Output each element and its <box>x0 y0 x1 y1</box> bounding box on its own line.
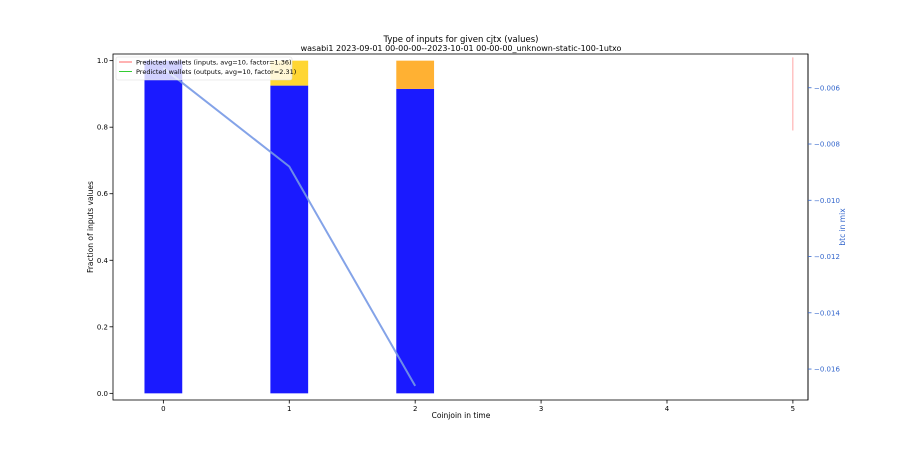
y2-tick-label-1: −0.008 <box>814 141 840 149</box>
y-tick-label-5: 1.0 <box>97 57 108 65</box>
bar-2-segment-1 <box>396 60 435 89</box>
legend-label-1: Predicted wallets (outputs, avg=10, fact… <box>136 68 296 76</box>
y2-tick-label-0: −0.006 <box>814 84 840 92</box>
y-tick-label-3: 0.6 <box>97 190 109 198</box>
y2-tick-label-3: −0.012 <box>814 253 840 261</box>
y2-tick-label-2: −0.010 <box>814 197 840 205</box>
x-tick-label-0: 0 <box>161 405 165 413</box>
y-axis-label: Fraction of inputs values <box>86 181 95 273</box>
btc-in-mix-line <box>162 67 417 387</box>
x-tick-label-2: 2 <box>413 405 417 413</box>
legend-label-0: Predicted wallets (inputs, avg=10, facto… <box>136 59 292 67</box>
chart-subtitle: wasabi1 2023-09-01 00-00-00--2023-10-01 … <box>301 44 622 53</box>
plot-frame <box>112 53 809 401</box>
x-tick-label-5: 5 <box>791 405 795 413</box>
line-layer <box>162 67 417 387</box>
y-tick-label-2: 0.4 <box>97 257 109 265</box>
y2-tick-label-4: −0.014 <box>814 309 840 317</box>
bars-layer <box>144 60 435 394</box>
y2-axis-label: btc in mix <box>838 208 847 246</box>
y2-tick-label-5: −0.016 <box>814 366 840 374</box>
chart-title: Type of inputs for given cjtx (values) <box>383 35 539 45</box>
y-tick-label-0: 0.0 <box>97 390 108 398</box>
y-tick-label-4: 0.8 <box>97 124 108 132</box>
y-axis: 0.0 0.2 0.4 0.6 0.8 1.0 <box>97 57 113 398</box>
x-axis-label: Coinjoin in time <box>432 411 491 420</box>
x-tick-label-1: 1 <box>287 405 291 413</box>
y-tick-label-1: 0.2 <box>97 323 108 331</box>
x-tick-label-3: 3 <box>539 405 543 413</box>
bar-2-segment-0 <box>396 88 435 394</box>
x-axis: 0 1 2 3 4 5 <box>161 400 795 413</box>
legend-box <box>115 56 293 81</box>
bar-0-segment-0 <box>144 60 183 394</box>
bar-1-segment-0 <box>270 85 309 394</box>
x-tick-label-4: 4 <box>665 405 670 413</box>
legend: Predicted wallets (inputs, avg=10, facto… <box>115 56 296 81</box>
y2-axis: −0.006 −0.008 −0.010 −0.012 −0.014 −0.016 <box>808 84 840 374</box>
